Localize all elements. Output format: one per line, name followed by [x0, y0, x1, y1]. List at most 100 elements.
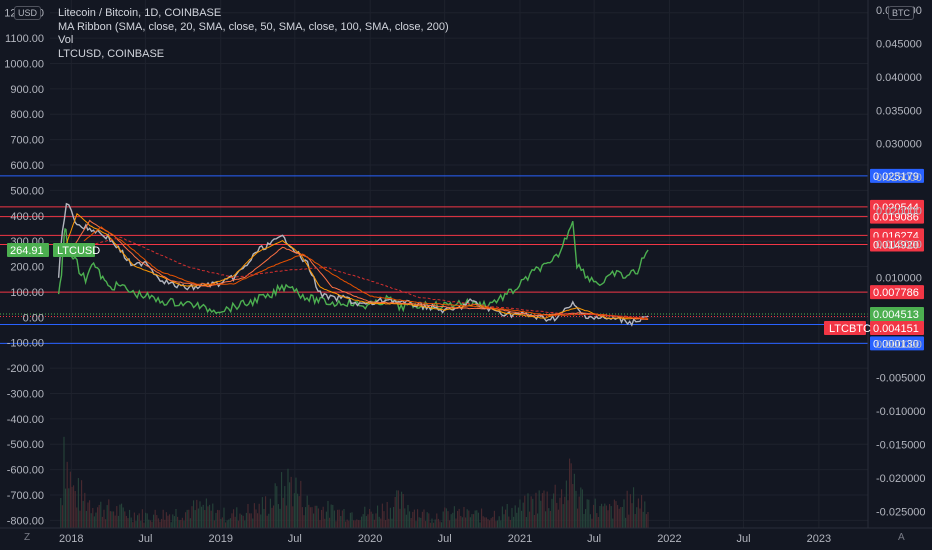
- volume-bar: [234, 516, 236, 528]
- time-axis-tick-label: 2019: [208, 533, 232, 545]
- volume-bar: [90, 513, 92, 528]
- volume-bar: [76, 507, 78, 528]
- volume-bar: [501, 506, 503, 528]
- volume-bar: [389, 507, 391, 528]
- time-axis[interactable]: 2018 Jul 2019 Jul 2020 Jul 2021 Jul 2022 Jul 2023: [0, 527, 932, 545]
- left-currency-button[interactable]: USD: [14, 6, 42, 20]
- volume-bar: [367, 514, 369, 528]
- volume-bar: [444, 507, 446, 528]
- ltcbtc-symbol-tag: [824, 321, 866, 336]
- volume-bar: [362, 514, 364, 528]
- volume-bar: [113, 511, 115, 528]
- volume-bar: [415, 521, 417, 528]
- volume-bar: [122, 507, 124, 528]
- left-axis-tick-label: -200.00: [7, 363, 44, 375]
- volume-bar: [181, 517, 183, 528]
- volume-bar: [476, 510, 478, 528]
- legend-compare[interactable]: LTCUSD, COINBASE: [58, 47, 165, 60]
- volume-bar: [305, 507, 307, 528]
- legend-indicator[interactable]: MA Ribbon (SMA, close, 20, SMA, close, 5…: [58, 20, 449, 33]
- volume-bar: [485, 517, 487, 528]
- volume-bar: [623, 499, 625, 528]
- volume-bar: [154, 509, 156, 528]
- volume-bar: [98, 504, 100, 528]
- volume-bar: [185, 512, 187, 528]
- volume-bar: [172, 514, 174, 528]
- volume-bar: [167, 515, 169, 528]
- right-axis-tick-label: -0.020000: [876, 473, 926, 485]
- volume-bar: [562, 504, 564, 528]
- right-axis-tick-label: 0.000000: [876, 339, 922, 351]
- volume-bar: [513, 516, 515, 528]
- volume-bar: [618, 508, 620, 528]
- volume-bar: [145, 512, 147, 528]
- left-axis-tick-label: 700.00: [10, 135, 44, 147]
- volume-bar: [409, 511, 411, 528]
- volume-bar: [124, 511, 126, 528]
- legend-volume[interactable]: Vol: [58, 34, 74, 46]
- volume-bar: [372, 513, 374, 528]
- volume-bar: [340, 516, 342, 528]
- level-price-label: 0.019086: [873, 212, 919, 224]
- scale-mode-button[interactable]: Z: [24, 532, 31, 543]
- volume-bar: [625, 517, 627, 528]
- volume-bar: [349, 512, 351, 528]
- legend-title[interactable]: Litecoin / Bitcoin, 1D, COINBASE: [58, 7, 222, 19]
- volume-bar: [223, 507, 225, 528]
- volume-bar: [108, 499, 110, 528]
- volume-bar: [503, 514, 505, 528]
- volume-bar: [213, 520, 215, 528]
- volume-bar: [519, 499, 521, 528]
- volume-bar: [193, 500, 195, 528]
- time-axis-tick-label: Jul: [737, 533, 751, 545]
- volume-bar: [129, 509, 131, 528]
- volume-bar: [295, 477, 297, 528]
- volume-bar: [405, 514, 407, 528]
- right-currency-button[interactable]: BTC: [888, 6, 914, 20]
- volume-bar: [292, 506, 294, 528]
- volume-bar: [105, 519, 107, 528]
- volume-bar: [383, 511, 385, 528]
- volume-bar: [428, 513, 430, 528]
- volume-bar: [348, 520, 350, 528]
- volume-bar: [605, 505, 607, 528]
- right-price-axis[interactable]: 0.0500000.0450000.0400000.0350000.030000…: [867, 0, 926, 528]
- volume-bar: [399, 508, 401, 528]
- volume-bar: [63, 436, 65, 528]
- level-price-tag: [870, 237, 924, 252]
- level-price-label: 0.000130: [873, 338, 919, 350]
- volume-bar: [173, 516, 175, 528]
- volume-bar: [237, 520, 239, 528]
- volume-bar: [247, 503, 249, 528]
- volume-bar: [529, 511, 531, 528]
- ltcusd-symbol-label: LTCUSD: [57, 245, 100, 257]
- volume-bar: [225, 522, 227, 528]
- volume-bar: [516, 512, 518, 528]
- volume-bar: [343, 508, 345, 528]
- series-line-ltcusd: [57, 220, 649, 314]
- volume-bar: [341, 510, 343, 528]
- volume-bar: [329, 517, 331, 528]
- auto-scale-button[interactable]: A: [898, 532, 905, 543]
- volume-bar: [132, 522, 134, 528]
- level-price-label: 0.025179: [873, 171, 919, 183]
- left-axis-tick-label: -500.00: [7, 439, 44, 451]
- volume-bar: [524, 495, 526, 528]
- volume-bar: [162, 509, 164, 528]
- volume-bar: [359, 520, 361, 528]
- volume-bar: [425, 521, 427, 528]
- left-price-axis[interactable]: 1200.001100.001000.00900.00800.00700.006…: [4, 8, 44, 528]
- volume-bar: [191, 506, 193, 528]
- volume-bar: [309, 507, 311, 528]
- time-axis-tick-label: 2021: [508, 533, 532, 545]
- volume-bar: [559, 497, 561, 528]
- left-axis-tick-label: -700.00: [7, 490, 44, 502]
- level-price-label: 0.014920: [873, 239, 919, 251]
- volume-bar: [380, 518, 382, 528]
- volume-bar: [495, 521, 497, 528]
- volume-bar: [175, 508, 177, 528]
- volume-bar: [135, 521, 137, 528]
- volume-bar: [567, 500, 569, 528]
- volume-bar: [493, 510, 495, 528]
